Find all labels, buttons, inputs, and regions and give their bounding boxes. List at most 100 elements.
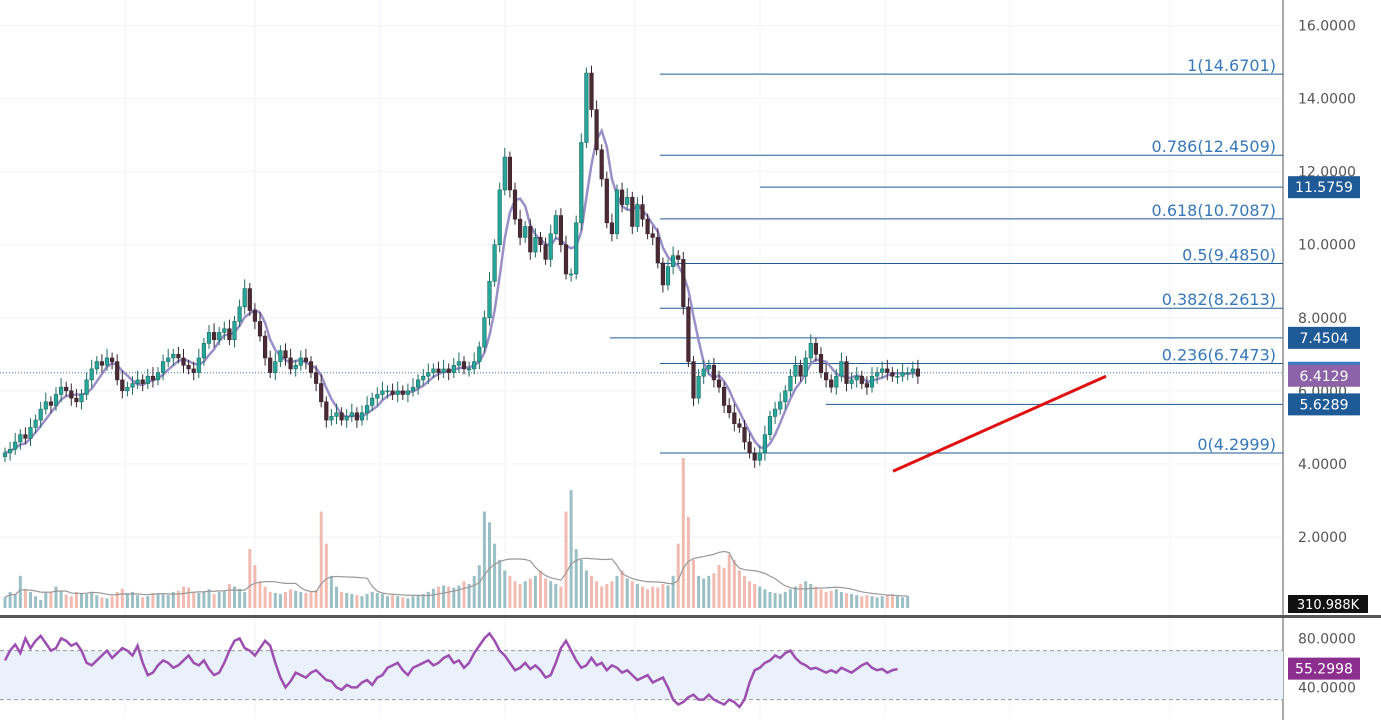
candle-body [614,189,620,235]
candle-body [79,394,84,403]
volume-bar [692,559,695,608]
volume-bar [13,594,17,608]
volume-bar [90,591,94,608]
candle-body [834,375,839,388]
volume-bar [227,583,231,608]
rsi-tick-label: 80.0000 [1298,631,1356,647]
volume-bar [166,595,170,608]
volume-bar [59,590,63,608]
rsi-panel: 80.0000 40.0000 55.2998 [0,631,1360,709]
volume-bar [656,587,660,608]
fib-level-label: 1(14.6701) [1187,56,1276,75]
candle-body [676,255,681,260]
candle-body [288,357,293,370]
volume-bar [411,596,415,608]
volume-bar [890,594,894,608]
volume-bar [758,586,762,608]
volume-bar [176,590,180,608]
volume-bar [559,586,563,608]
candle-body [808,343,813,359]
volume-bar [610,581,614,608]
candle-body [691,361,696,399]
candle-body [441,368,446,373]
volume-bar [222,590,226,608]
volume-bar [105,598,109,608]
candle-body [33,419,38,428]
volume-bar [722,567,726,608]
candle-body [120,379,125,392]
volume-bar [824,591,828,608]
volume-bar [605,583,609,608]
volume-bar [778,594,782,608]
candle-body [196,357,201,373]
candle-body [446,368,451,373]
candle-body [222,328,227,333]
candle-body [813,343,818,355]
volume-bar [590,575,593,608]
volume-bar [309,591,313,608]
volume-bar [498,559,502,608]
candle-body [268,357,273,373]
candle-body [431,368,436,373]
candle-body [206,332,212,344]
volume-bar [416,595,420,608]
candle-body [497,189,502,246]
volume-bar [197,593,201,608]
candle-body [752,452,757,461]
candle-body [232,321,237,341]
candle-body [99,361,104,366]
candle-body [130,383,135,388]
candle-body [18,434,23,443]
volume-bar [493,543,497,608]
rsi-line [3,631,898,709]
volume-bar [406,598,410,608]
candle-body [329,416,334,421]
candle-body [43,401,48,410]
candle-body [599,149,604,180]
volume-bar [115,591,119,608]
volume-bar [345,593,349,608]
volume-bar [819,589,823,608]
volume-bar [488,522,491,608]
candle-body [161,361,166,373]
support-trendline [892,374,1107,473]
volume-bar [120,588,124,608]
candle-body [227,328,232,341]
volume-bar [29,591,32,608]
candle-body [512,189,518,220]
candle-body [772,408,778,417]
rsi-badge [1288,657,1360,680]
volume-bar [34,596,38,608]
volume-bar [243,591,247,608]
volume-bar [712,573,716,608]
candle-body [829,379,834,388]
candle-body [553,215,558,235]
candle-body [385,390,390,393]
candle-body [915,368,920,377]
candle-body [145,375,150,384]
candle-body [155,372,161,381]
volume-bar [513,581,517,608]
candle-body [110,357,115,362]
candle-body [625,196,630,205]
candle-body [466,368,472,371]
candle-body [359,412,365,421]
candle-body [13,441,18,450]
volume-bar [666,585,670,608]
volume-bar [248,549,252,608]
candle-body [655,237,660,264]
candle-body [273,361,278,373]
volume-bar [615,575,619,608]
volume-badge-label: 310.988K [1297,598,1360,613]
candle-body [166,357,171,362]
candle-body [354,412,360,421]
price-tick-label: 16.0000 [1298,19,1356,35]
volume-bar [335,586,338,608]
candle-body [492,244,497,282]
candle-body [568,273,574,276]
volume-bar [238,588,242,608]
candle-body [487,280,492,319]
